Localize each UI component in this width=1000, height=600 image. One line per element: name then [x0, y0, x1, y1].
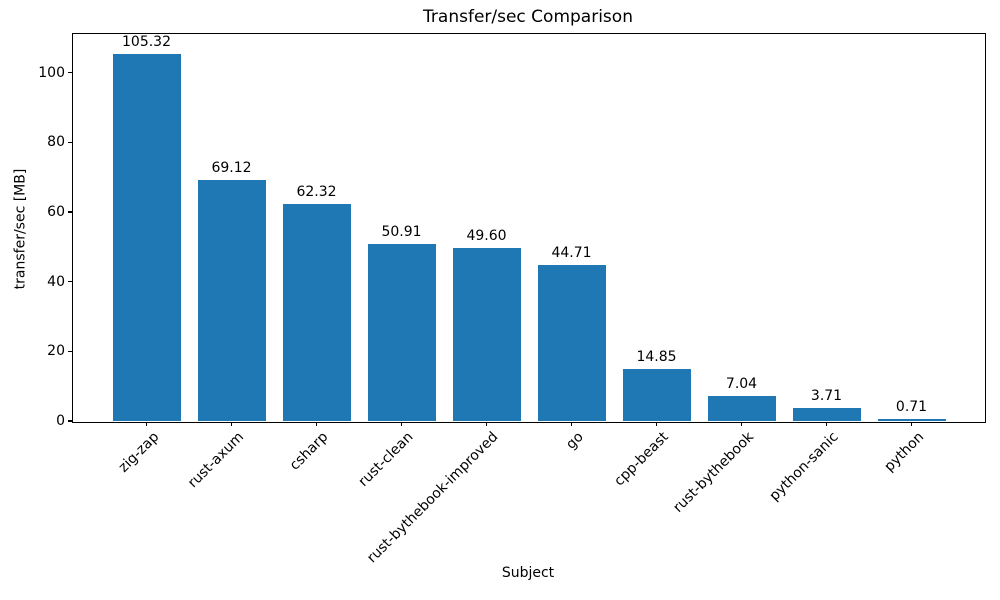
bar-value-label: 50.91: [381, 223, 422, 240]
bar: [707, 396, 776, 421]
x-tick-label: rust-bythebook: [670, 429, 757, 516]
x-tick-mark: [315, 422, 318, 426]
bar-value-label: 105.32: [122, 34, 171, 51]
x-tick-label: zig-zap: [115, 429, 162, 476]
x-tick-label: rust-clean: [355, 429, 417, 490]
bar-value-label: 3.71: [810, 388, 843, 405]
bar-value-label: 0.71: [895, 398, 928, 415]
y-tick-mark: [68, 350, 72, 352]
x-tick-mark: [400, 422, 403, 426]
bar: [537, 265, 606, 421]
x-tick-label: csharp: [287, 429, 332, 474]
y-tick-label: 60: [47, 204, 65, 221]
x-tick-mark: [145, 422, 148, 426]
y-tick-label: 100: [38, 64, 65, 81]
bar-value-label: 44.71: [551, 245, 592, 262]
bar: [452, 248, 521, 421]
x-tick-label: go: [563, 429, 587, 453]
y-tick-mark: [68, 420, 72, 422]
x-tick-mark: [825, 422, 828, 426]
bar-value-label: 69.12: [211, 160, 252, 177]
x-tick-mark: [485, 422, 488, 426]
bar-value-label: 14.85: [636, 349, 677, 366]
y-tick-label: 0: [56, 413, 65, 429]
x-tick-mark: [740, 422, 743, 426]
x-tick-mark: [570, 422, 573, 426]
y-tick-label: 80: [47, 134, 65, 151]
y-axis-label: transfer/sec [MB]: [12, 168, 29, 290]
x-tick-label: python: [880, 429, 927, 475]
bar: [282, 203, 351, 421]
bar: [197, 180, 266, 421]
y-tick-mark: [68, 281, 72, 283]
y-tick-mark: [68, 211, 72, 213]
x-tick-label: rust-axum: [184, 429, 247, 492]
bar-value-label: 7.04: [725, 376, 758, 393]
y-tick-mark: [68, 72, 72, 74]
x-tick-mark: [230, 422, 233, 426]
x-tick-label: python-sanic: [766, 429, 842, 505]
bar: [622, 369, 691, 421]
x-axis-label: Subject: [501, 565, 555, 581]
bar: [112, 54, 181, 421]
x-tick-mark: [910, 422, 913, 426]
x-tick-mark: [655, 422, 658, 426]
bar-value-label: 62.32: [296, 183, 337, 200]
bar: [877, 418, 946, 421]
bar-value-label: 49.60: [466, 228, 507, 245]
bar: [792, 408, 861, 421]
y-tick-label: 20: [47, 343, 65, 360]
y-tick-mark: [68, 141, 72, 143]
chart-title: Transfer/sec Comparison: [423, 7, 633, 27]
bar: [367, 243, 436, 421]
y-tick-label: 40: [47, 273, 65, 290]
x-tick-label: cpp-beast: [611, 429, 672, 490]
